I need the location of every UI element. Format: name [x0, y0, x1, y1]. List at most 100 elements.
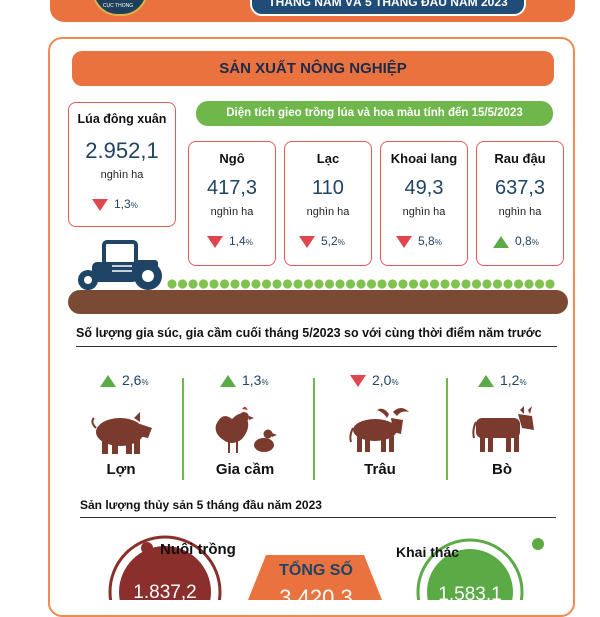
change-value: 0,8 [515, 234, 532, 248]
crop-change: 1,4% [207, 234, 253, 248]
crop-name: Ngô [219, 151, 245, 166]
sprout [167, 279, 177, 289]
soil-strip [68, 290, 568, 314]
down-arrow-icon [396, 235, 412, 248]
change-value: 5,8 [418, 234, 435, 248]
sprout [513, 279, 524, 289]
crop-change: 5,8% [396, 234, 442, 248]
capture-circle [427, 549, 513, 600]
up-arrow-icon [478, 375, 494, 388]
column-divider [182, 378, 184, 480]
up-arrow-icon [100, 375, 116, 388]
crop-card-sweet-potato: Khoai lang 49,3 nghìn ha 5,8% [380, 141, 468, 266]
crop-card-vegetables: Rau đậu 637,3 nghìn ha 0,8% [476, 141, 564, 266]
aquaculture-dot [141, 542, 153, 554]
crop-card-maize: Ngô 417,3 nghìn ha 1,4% [188, 141, 276, 266]
up-arrow-icon [220, 375, 236, 388]
sprout [492, 279, 503, 289]
livestock-name: Gia cầm [215, 461, 275, 478]
down-arrow-icon [299, 235, 315, 248]
sprout [356, 279, 366, 289]
livestock-name: Lợn [106, 461, 136, 478]
sprout [219, 279, 230, 289]
aquaculture-label: Nuôi trồng [160, 541, 236, 558]
crop-value: 110 [312, 177, 344, 199]
percent-sign: % [531, 238, 539, 247]
percent-sign: % [391, 378, 399, 387]
livestock-change: 1,2% [478, 372, 527, 388]
sprout [251, 279, 261, 289]
logo-text: CỤC THỐNG [102, 3, 134, 9]
sprout [524, 279, 534, 289]
crop-card-rice: Lúa đông xuân 2.952,1 nghìn ha 1,3% [68, 102, 176, 227]
fishery-divider [80, 517, 556, 518]
percent-sign: % [519, 378, 527, 387]
change-value: 1,2 [500, 372, 520, 388]
sprout [440, 279, 450, 289]
sprout [303, 279, 314, 289]
crop-name: Khoai lang [390, 151, 458, 166]
capture-value: 1.583,1 [438, 584, 501, 600]
sprout [345, 279, 356, 289]
crop-change: 5,2% [299, 234, 345, 248]
crop-unit: nghìn ha [498, 206, 542, 218]
sprout-row [167, 279, 555, 289]
percent-sign: % [130, 201, 138, 210]
crop-unit: nghìn ha [306, 206, 350, 218]
livestock-name: Bò [492, 461, 512, 478]
sprout [230, 279, 240, 289]
change-value: 1,3 [114, 197, 131, 211]
down-arrow-icon [207, 235, 223, 248]
sprout [293, 279, 303, 289]
change-value: 1,4 [229, 234, 246, 248]
aquaculture-value: 1.837,2 [133, 582, 196, 600]
sprout [209, 279, 219, 289]
change-value: 2,6 [122, 372, 142, 388]
sprout [240, 279, 251, 289]
sprout [534, 279, 545, 289]
sprout [482, 279, 492, 289]
sprout [198, 279, 209, 289]
crop-change: 1,3% [92, 197, 138, 211]
crop-unit: nghìn ha [402, 206, 446, 218]
sprout [545, 279, 555, 289]
sprout [419, 279, 429, 289]
change-value: 2,0 [372, 372, 392, 388]
down-arrow-icon [350, 375, 366, 388]
cow-icon [472, 406, 534, 452]
sprout [377, 279, 387, 289]
fishery-title: Sản lượng thủy sản 5 tháng đầu năm 2023 [80, 498, 322, 512]
poultry-icon [215, 407, 277, 453]
livestock-title: Số lượng gia súc, gia cầm cuối tháng 5/2… [76, 326, 542, 340]
percent-sign: % [141, 378, 149, 387]
crop-name: Lúa đông xuân [77, 112, 167, 126]
up-arrow-icon [493, 235, 509, 248]
sprout [188, 279, 198, 289]
livestock-change: 1,3% [220, 372, 269, 388]
sprout [261, 279, 272, 289]
total-value: 3.420,3 [279, 585, 352, 600]
pig-icon [91, 412, 152, 454]
crop-unit: nghìn ha [210, 206, 254, 218]
livestock-change: 2,6% [100, 372, 149, 388]
crop-unit: nghìn ha [100, 169, 144, 181]
crop-name: Rau đậu [494, 151, 546, 166]
sprout [282, 279, 293, 289]
livestock-change: 2,0% [350, 372, 399, 388]
column-divider [313, 378, 315, 480]
sprout [387, 279, 398, 289]
change-value: 5,2 [321, 234, 338, 248]
percent-sign: % [261, 378, 269, 387]
capture-label: Khai thác [396, 544, 459, 560]
crop-value: 2.952,1 [85, 138, 159, 163]
livestock-divider [76, 346, 557, 347]
total-badge [248, 555, 382, 600]
crop-card-peanut: Lạc 110 nghìn ha 5,2% [284, 141, 372, 266]
crop-value: 49,3 [404, 177, 444, 199]
total-label: TỔNG SỐ [279, 559, 353, 579]
crop-name: Lạc [316, 151, 340, 166]
sprout [408, 279, 419, 289]
sprout [272, 279, 282, 289]
field-illustration [68, 240, 568, 314]
sprout [324, 279, 335, 289]
